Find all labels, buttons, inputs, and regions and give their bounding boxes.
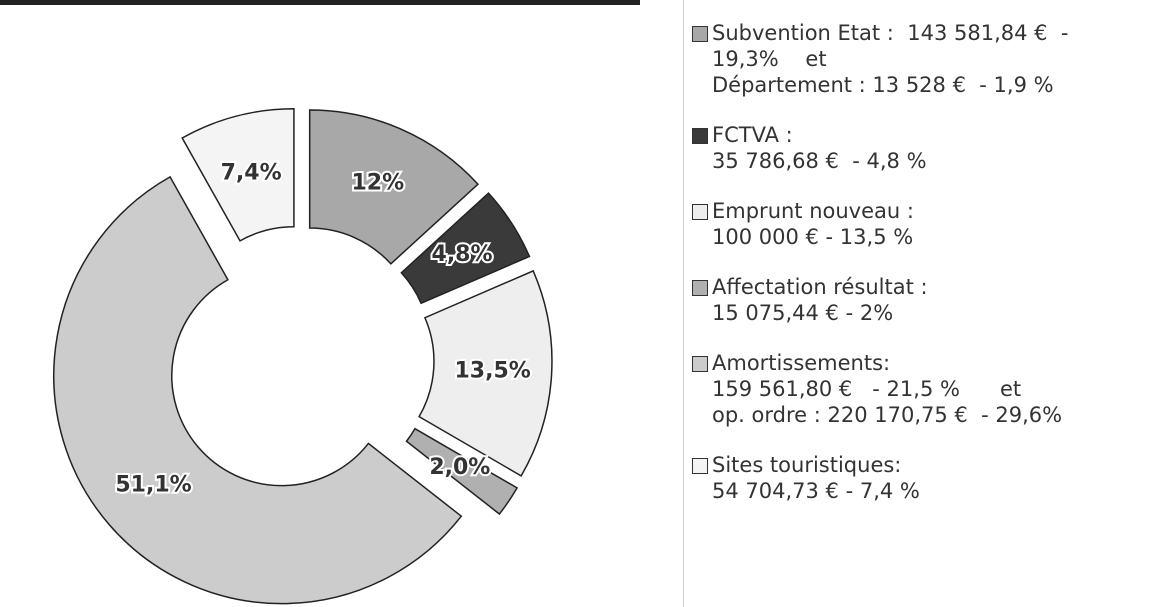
donut-segment (308, 109, 480, 265)
legend-swatch (692, 356, 708, 372)
chart: 12% 4,8% 13,5% 2,0% 51,1% 7,4% (0, 0, 640, 605)
legend: Subvention Etat : 143 581,84 € - 19,3% e… (683, 0, 1154, 607)
value-label: 7,4% (221, 160, 282, 185)
legend-entry: Amortissements: 159 561,80 € - 21,5 % et… (692, 350, 1154, 428)
donut-segment (418, 269, 553, 477)
legend-entry: Subvention Etat : 143 581,84 € - 19,3% e… (692, 20, 1154, 98)
legend-swatch (692, 458, 708, 474)
legend-swatch (692, 128, 708, 144)
donut-segment (53, 175, 463, 605)
value-label: 51,1% (115, 473, 191, 498)
legend-entry: Emprunt nouveau : 100 000 € - 13,5 % (692, 198, 1154, 250)
legend-entry: FCTVA : 35 786,68 € - 4,8 % (692, 122, 1154, 174)
legend-label: FCTVA : 35 786,68 € - 4,8 % (712, 123, 927, 173)
donut-segment (400, 192, 531, 305)
legend-swatch (692, 280, 708, 296)
legend-label: Affectation résultat : 15 075,44 € - 2% (712, 275, 928, 325)
legend-label: Subvention Etat : 143 581,84 € - 19,3% e… (712, 21, 1069, 97)
legend-swatch (692, 26, 708, 42)
legend-label: Emprunt nouveau : 100 000 € - 13,5 % (712, 199, 914, 249)
value-label: 12% (352, 170, 405, 195)
legend-swatch (692, 204, 708, 220)
value-label: 4,8% (432, 242, 493, 267)
value-label: 13,5% (455, 358, 531, 383)
legend-entry: Sites touristiques: 54 704,73 € - 7,4 % (692, 452, 1154, 504)
legend-label: Sites touristiques: 54 704,73 € - 7,4 % (712, 453, 920, 503)
legend-label: Amortissements: 159 561,80 € - 21,5 % et… (712, 351, 1063, 427)
legend-entry: Affectation résultat : 15 075,44 € - 2% (692, 274, 1154, 326)
donut-segment (181, 108, 295, 242)
title-underline (0, 0, 640, 5)
donut-segment (405, 427, 519, 516)
value-label: 2,0% (429, 455, 490, 480)
